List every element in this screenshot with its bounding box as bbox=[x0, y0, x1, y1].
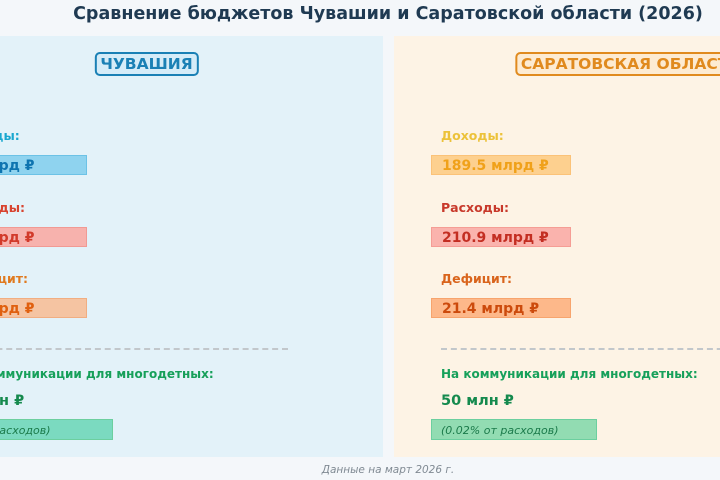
income-value: … млрд ₽ bbox=[0, 155, 87, 175]
communications-share: (… от расходов) bbox=[0, 419, 113, 440]
deficit-value: 21.4 млрд ₽ bbox=[431, 298, 571, 318]
expenses-value: 210.9 млрд ₽ bbox=[431, 227, 571, 247]
region-title: САРАТОВСКАЯ ОБЛАСТЬ bbox=[514, 52, 720, 76]
communications-value: 50 млн ₽ bbox=[441, 393, 514, 409]
expenses-label: Расходы: bbox=[441, 200, 510, 215]
chart-title: Сравнение бюджетов Чувашии и Саратовской… bbox=[73, 4, 703, 24]
region-title: ЧУВАШИЯ bbox=[94, 52, 199, 76]
communications-label: На коммуникации для многодетных: bbox=[441, 367, 698, 381]
deficit-label: Дефицит: bbox=[441, 271, 513, 286]
income-label: Доходы: bbox=[0, 128, 20, 143]
communications-share: (0.02% от расходов) bbox=[431, 419, 597, 440]
communications-label: На коммуникации для многодетных: bbox=[0, 367, 214, 381]
chuvashia-panel: ЧУВАШИЯ Доходы: … млрд ₽ Расходы: … млрд… bbox=[0, 36, 383, 457]
divider bbox=[0, 348, 288, 350]
divider bbox=[441, 348, 720, 350]
expenses-label: Расходы: bbox=[0, 200, 26, 215]
deficit-value: … млрд ₽ bbox=[0, 298, 87, 318]
income-value: 189.5 млрд ₽ bbox=[431, 155, 571, 175]
deficit-label: Дефицит: bbox=[0, 271, 29, 286]
income-label: Доходы: bbox=[441, 128, 504, 143]
footnote: Данные на март 2026 г. bbox=[321, 464, 455, 476]
communications-value: … млн ₽ bbox=[0, 393, 25, 409]
saratov-panel: САРАТОВСКАЯ ОБЛАСТЬ Доходы: 189.5 млрд ₽… bbox=[394, 36, 720, 457]
expenses-value: … млрд ₽ bbox=[0, 227, 87, 247]
